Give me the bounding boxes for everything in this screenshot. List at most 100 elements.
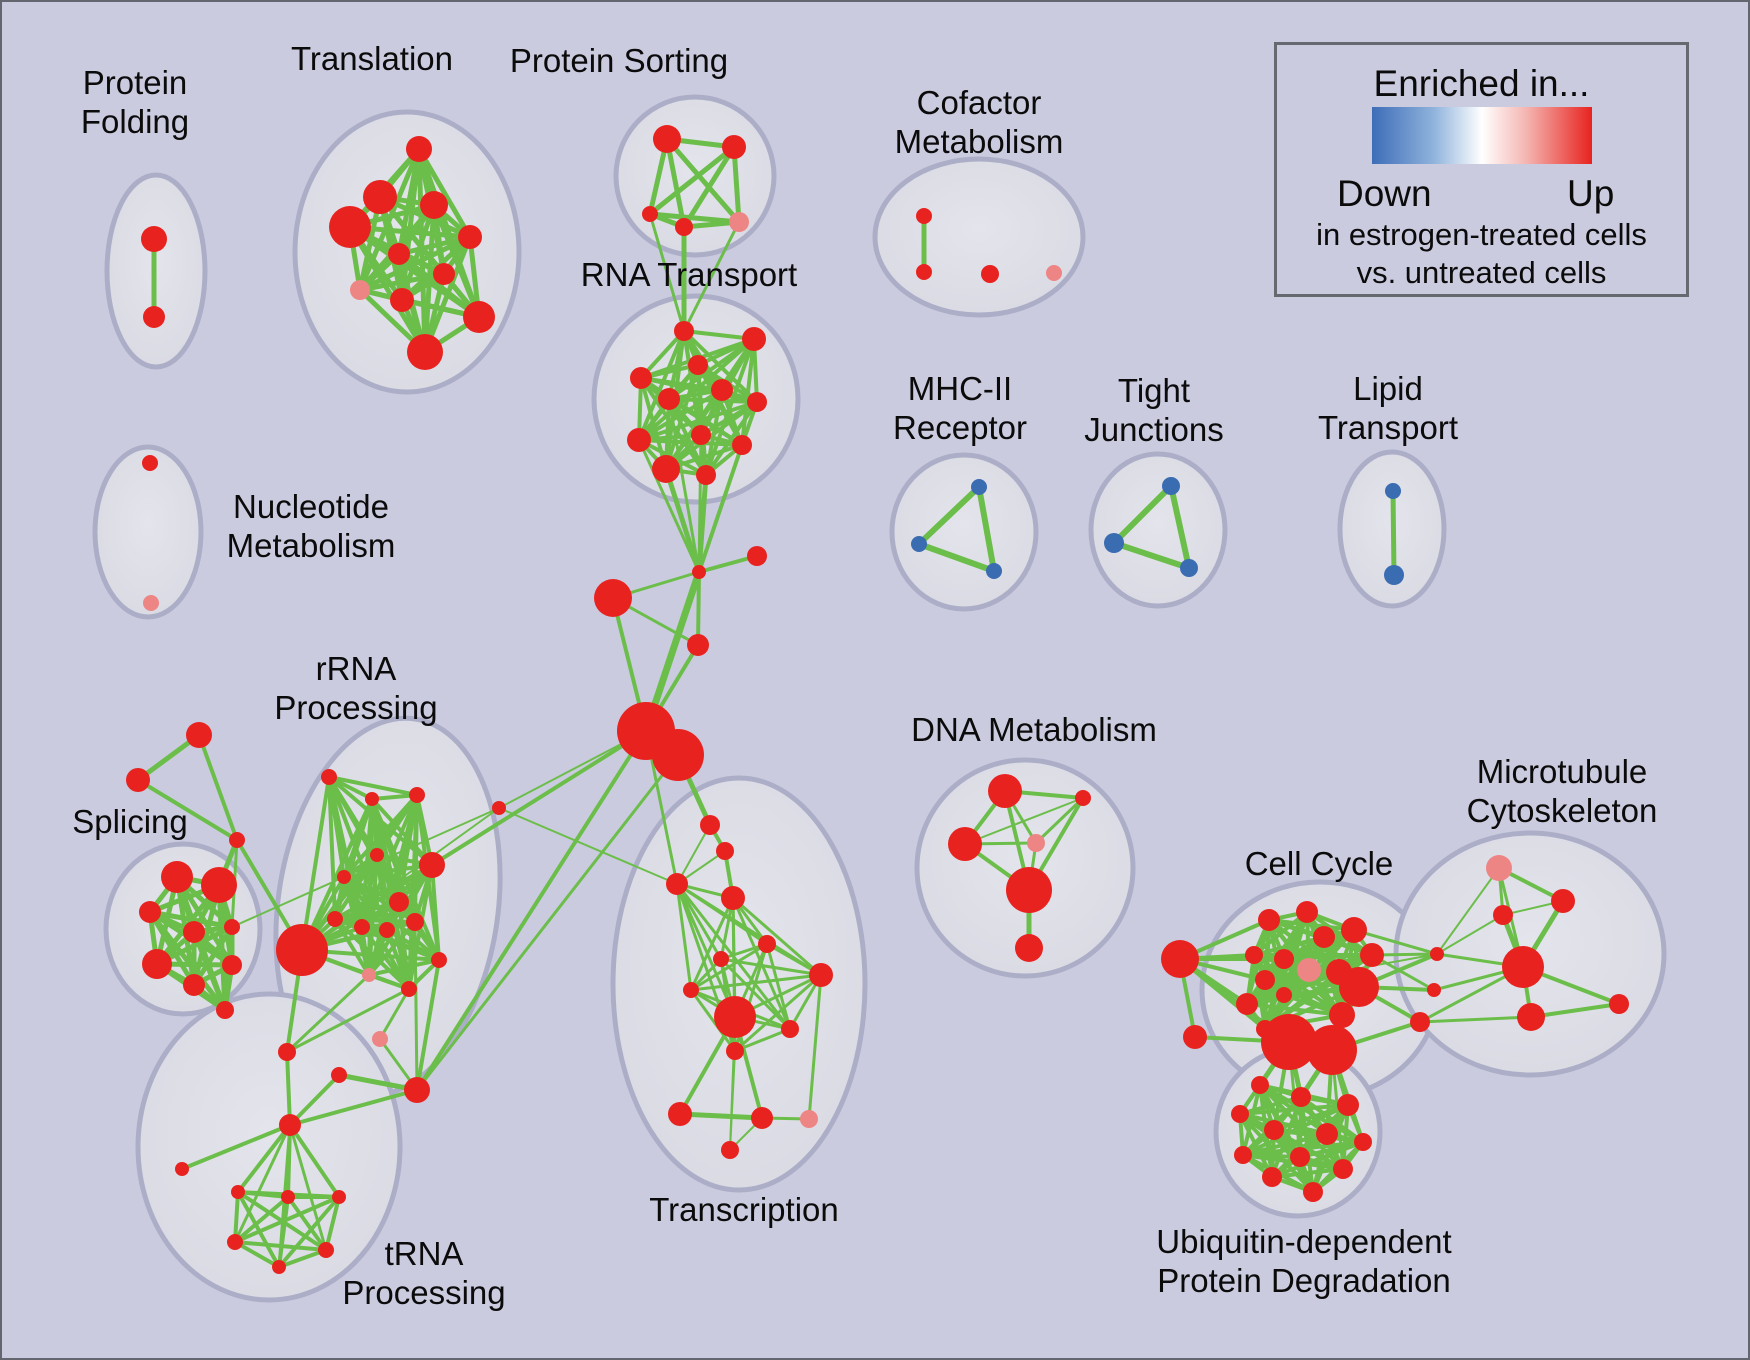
network-node-rt8 <box>627 428 651 452</box>
network-node-C4 <box>687 634 709 656</box>
network-edge <box>415 753 680 1092</box>
network-edge <box>367 928 389 977</box>
network-node-u6 <box>272 1260 286 1274</box>
network-edge <box>333 917 371 977</box>
network-node-s9 <box>216 1001 234 1019</box>
legend-title: Enriched in... <box>1373 63 1590 104</box>
network-node-tj1 <box>1162 477 1180 495</box>
network-edge <box>696 472 709 575</box>
network-node-cf4 <box>1046 265 1062 281</box>
cluster-label-protein-folding: Folding <box>81 103 189 140</box>
network-node-tl2 <box>363 180 397 214</box>
network-node-nc1 <box>142 455 158 471</box>
network-node-t4 <box>721 886 745 910</box>
network-node-rt10 <box>732 435 752 455</box>
network-edge <box>664 136 687 230</box>
cluster-ellipse-tight-junctions <box>1088 451 1228 609</box>
network-node-t3 <box>666 873 688 895</box>
network-edge <box>1529 1002 1621 1019</box>
network-node-t2 <box>716 842 734 860</box>
network-edge <box>327 775 419 797</box>
network-edge <box>216 882 228 1013</box>
network-edge <box>367 958 441 977</box>
network-edge <box>285 987 411 1054</box>
network-node-s6 <box>142 949 172 979</box>
network-edge <box>675 882 723 961</box>
network-node-t11 <box>726 1042 744 1060</box>
network-edge <box>1034 796 1085 845</box>
network-node-cc15 <box>1329 1002 1355 1028</box>
cluster-label-microtubule-cytoskeleton: Microtubule <box>1477 753 1648 790</box>
network-node-pf2 <box>143 306 165 328</box>
network-node-cf3 <box>981 265 999 283</box>
network-node-rt11 <box>652 455 680 483</box>
network-node-d2 <box>1075 790 1091 806</box>
network-edge <box>731 896 823 977</box>
network-node-r16 <box>331 1067 347 1083</box>
network-edge <box>689 973 823 992</box>
network-node-d1 <box>988 774 1022 808</box>
cluster-label-microtubule-cytoskeleton: Cytoskeleton <box>1467 792 1658 829</box>
network-node-r14 <box>401 981 417 997</box>
network-edge <box>277 1248 328 1269</box>
network-node-s4 <box>183 921 205 943</box>
network-node-r17 <box>404 1077 430 1103</box>
network-node-tl9 <box>390 288 414 312</box>
network-node-tj2 <box>1104 533 1124 553</box>
network-edge <box>336 1072 420 1093</box>
network-edge <box>637 438 701 574</box>
network-node-s3 <box>139 901 161 923</box>
network-node-r7 <box>389 892 409 912</box>
network-node-m1 <box>1486 855 1512 881</box>
network-edge <box>286 1195 328 1252</box>
network-node-cc5 <box>1341 917 1367 943</box>
network-edge <box>385 928 411 991</box>
network-node-cc7 <box>1245 946 1263 964</box>
network-node-lp1 <box>1385 483 1401 499</box>
legend-up-label: Up <box>1567 173 1615 214</box>
network-node-r19 <box>278 1043 296 1061</box>
network-node-m5 <box>1517 1003 1545 1031</box>
network-edge <box>637 400 759 442</box>
network-edge <box>288 1073 341 1127</box>
network-node-d6 <box>1015 934 1043 962</box>
network-edge <box>1252 928 1356 957</box>
network-edge <box>637 388 724 442</box>
network-edge <box>663 466 702 575</box>
network-node-lp2 <box>1384 565 1404 585</box>
network-node-u5 <box>318 1242 334 1258</box>
network-node-t15 <box>721 1141 739 1159</box>
network-node-u1 <box>231 1185 245 1199</box>
network-node-rt9 <box>691 425 711 445</box>
network-edge <box>233 1123 292 1244</box>
network-edge <box>637 329 686 442</box>
network-node-q7 <box>1234 1146 1252 1164</box>
network-edge <box>415 958 441 1092</box>
network-node-tj3 <box>1180 559 1198 577</box>
network-edge <box>916 541 997 574</box>
network-edge <box>1436 914 1504 955</box>
network-node-r1 <box>321 769 337 785</box>
network-node-s5 <box>224 919 240 935</box>
network-node-r8 <box>327 911 343 927</box>
legend-caption-line1: in estrogen-treated cells <box>1316 217 1647 252</box>
legend-caption-line2: vs. untreated cells <box>1356 255 1607 290</box>
network-node-t6 <box>713 951 729 967</box>
network-edge <box>1270 1140 1365 1179</box>
network-edge <box>277 1195 341 1269</box>
network-node-rt12 <box>696 465 716 485</box>
network-edge <box>147 909 228 1013</box>
network-node-s1 <box>161 861 193 893</box>
network-node-m2 <box>1551 889 1575 913</box>
network-edge <box>233 1240 281 1269</box>
network-node-t14 <box>800 1110 818 1128</box>
cluster-label-cofactor-metabolism: Metabolism <box>895 123 1064 160</box>
network-node-q1 <box>1251 1076 1269 1094</box>
network-node-h <box>279 1114 301 1136</box>
network-edge <box>689 896 735 992</box>
network-node-tl8 <box>350 280 370 300</box>
cluster-ellipse-mhc-ii-receptor <box>889 452 1039 612</box>
cluster-label-trna-processing: Processing <box>342 1274 505 1311</box>
network-edge <box>976 484 997 574</box>
